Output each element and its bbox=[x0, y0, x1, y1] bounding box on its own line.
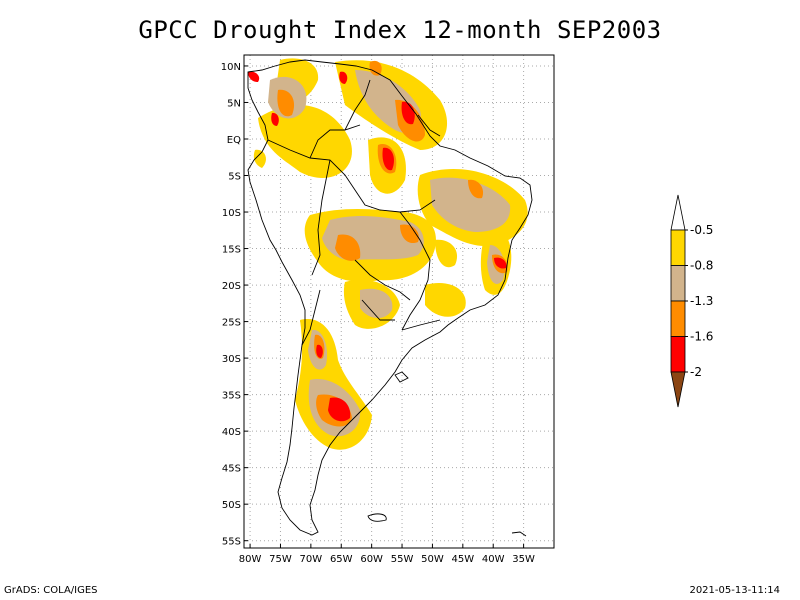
colorbar-bin bbox=[670, 229, 686, 266]
border-line bbox=[354, 259, 411, 301]
lat-tick-label: 40S bbox=[222, 427, 241, 438]
border-line bbox=[309, 124, 361, 159]
colorbar-label: -2 bbox=[690, 365, 702, 379]
lon-tick-label: 75W bbox=[269, 554, 292, 565]
lon-tick-label: 65W bbox=[330, 554, 353, 565]
drought-region bbox=[401, 101, 415, 125]
lat-tick-label: 5N bbox=[227, 98, 241, 109]
colorbar-label: -1.3 bbox=[690, 294, 713, 308]
border-line bbox=[401, 319, 441, 331]
lon-tick-label: 60W bbox=[360, 554, 383, 565]
lat-tick-label: 25S bbox=[222, 318, 241, 329]
drought-region bbox=[435, 239, 458, 268]
drought-region bbox=[253, 149, 266, 168]
border-line bbox=[417, 114, 441, 137]
drought-region bbox=[468, 179, 484, 199]
colorbar-label: -0.5 bbox=[690, 223, 713, 237]
border-line bbox=[267, 139, 436, 213]
drought-region bbox=[382, 147, 394, 171]
border-line bbox=[344, 79, 371, 131]
drought-region bbox=[360, 288, 393, 319]
drought-region bbox=[339, 71, 348, 84]
lon-tick-label: 80W bbox=[239, 554, 262, 565]
colorbar-label: -1.6 bbox=[690, 330, 713, 344]
lon-tick-label: 40W bbox=[482, 554, 505, 565]
drought-shading bbox=[248, 58, 528, 450]
footer-timestamp: 2021-05-13-11:14 bbox=[689, 585, 780, 596]
colorbar-label: -0.8 bbox=[690, 259, 713, 273]
coastline-borders bbox=[247, 59, 533, 537]
drought-region bbox=[248, 71, 260, 82]
lat-tick-label: 10S bbox=[222, 208, 241, 219]
island-outline bbox=[511, 531, 527, 537]
lat-tick-label: 10N bbox=[221, 62, 241, 73]
border-line bbox=[399, 211, 431, 331]
lon-tick-label: 45W bbox=[452, 554, 475, 565]
colorbar-bin bbox=[670, 336, 686, 373]
colorbar-bottom-triangle bbox=[670, 371, 686, 408]
lat-tick-label: EQ bbox=[227, 135, 241, 146]
lon-tick-label: 35W bbox=[512, 554, 535, 565]
lat-tick-label: 35S bbox=[222, 391, 241, 402]
drought-region bbox=[494, 257, 507, 269]
lon-tick-label: 55W bbox=[391, 554, 414, 565]
drought-region bbox=[335, 234, 361, 261]
border-line bbox=[301, 289, 321, 346]
lake-outline bbox=[394, 371, 409, 383]
colorbar-top-triangle bbox=[670, 194, 686, 231]
lat-tick-label: 50S bbox=[222, 500, 241, 511]
axis-ticks: 10N 5N EQ 5S 10S 15S 20S 25S 30S 35S 40S 45S 50S 55S 8… bbox=[221, 62, 535, 565]
plot-frame bbox=[243, 54, 555, 549]
lat-tick-label: 20S bbox=[222, 281, 241, 292]
drought-region bbox=[316, 344, 323, 358]
lon-tick-label: 50W bbox=[421, 554, 444, 565]
lat-tick-label: 15S bbox=[222, 245, 241, 256]
lat-tick-label: 55S bbox=[222, 537, 241, 548]
border-line bbox=[361, 299, 395, 321]
lat-tick-label: 45S bbox=[222, 464, 241, 475]
island-outline bbox=[367, 513, 387, 522]
lon-tick-label: 70W bbox=[300, 554, 323, 565]
drought-region bbox=[328, 397, 351, 422]
colorbar: -0.5 -0.8 -1.3 -1.6 -2 bbox=[670, 194, 713, 408]
drought-region bbox=[277, 89, 295, 117]
border-line bbox=[247, 59, 533, 536]
colorbar-bin bbox=[670, 300, 686, 337]
drought-region bbox=[400, 224, 419, 244]
lat-tick-label: 30S bbox=[222, 354, 241, 365]
lat-tick-label: 5S bbox=[228, 172, 241, 183]
map-title: GPCC Drought Index 12-month SEP2003 bbox=[138, 16, 662, 44]
border-line bbox=[311, 159, 331, 276]
drought-region bbox=[271, 112, 279, 126]
drought-region bbox=[425, 282, 466, 317]
colorbar-bin bbox=[670, 265, 686, 302]
footer-credit: GrADS: COLA/IGES bbox=[4, 585, 98, 596]
drought-region bbox=[369, 60, 382, 76]
drought-region bbox=[430, 177, 511, 232]
